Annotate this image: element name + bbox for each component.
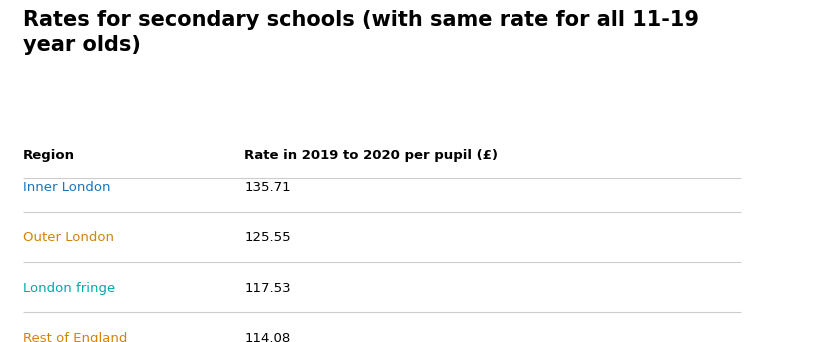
Text: 135.71: 135.71 [244, 181, 291, 194]
Text: London fringe: London fringe [23, 281, 115, 294]
Text: Region: Region [23, 149, 75, 162]
Text: 125.55: 125.55 [244, 232, 291, 245]
Text: 114.08: 114.08 [244, 332, 291, 342]
Text: Rates for secondary schools (with same rate for all 11-19
year olds): Rates for secondary schools (with same r… [23, 10, 699, 54]
Text: Inner London: Inner London [23, 181, 110, 194]
Text: Outer London: Outer London [23, 232, 114, 245]
Text: Rate in 2019 to 2020 per pupil (£): Rate in 2019 to 2020 per pupil (£) [244, 149, 498, 162]
Text: 117.53: 117.53 [244, 281, 291, 294]
Text: Rest of England: Rest of England [23, 332, 127, 342]
